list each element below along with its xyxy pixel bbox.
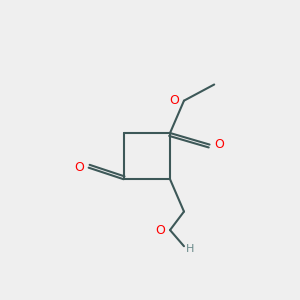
Text: O: O [74,161,84,174]
Text: H: H [186,244,195,254]
Text: O: O [169,94,179,107]
Text: O: O [155,224,165,236]
Text: O: O [214,138,224,151]
